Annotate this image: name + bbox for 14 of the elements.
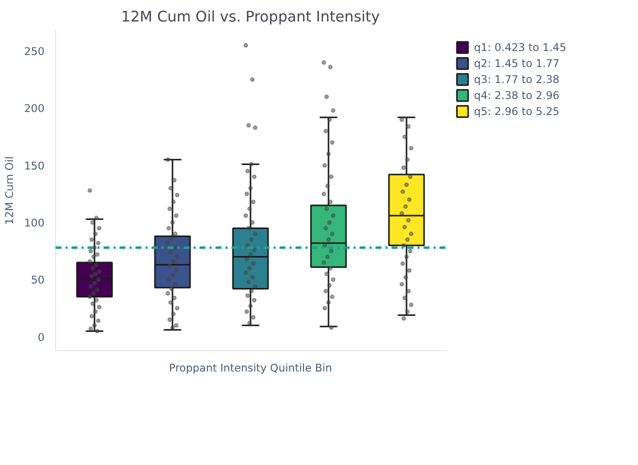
y-tick-label: 150 (24, 159, 45, 172)
legend-label: q1: 0.423 to 1.45 (474, 40, 566, 54)
y-axis-title: 12M Cum Oil (3, 156, 16, 225)
legend-label: q4: 2.38 to 2.96 (474, 88, 560, 102)
y-tick-label: 50 (30, 274, 45, 287)
y-tick-label: 0 (38, 330, 45, 344)
y-tick-label: 250 (24, 45, 45, 58)
y-tick-label: 100 (24, 216, 45, 230)
x-axis-title: Proppant Intensity Quintile Bin (169, 362, 332, 374)
y-tick-label: 200 (24, 102, 45, 116)
legend-label: q5: 2.96 to 5.25 (474, 104, 560, 118)
legend-label: q3: 1.77 to 2.38 (474, 72, 560, 86)
legend-label: q2: 1.45 to 1.77 (474, 56, 560, 70)
chart-title: 12M Cum Oil vs. Proppant Intensity (121, 8, 380, 26)
